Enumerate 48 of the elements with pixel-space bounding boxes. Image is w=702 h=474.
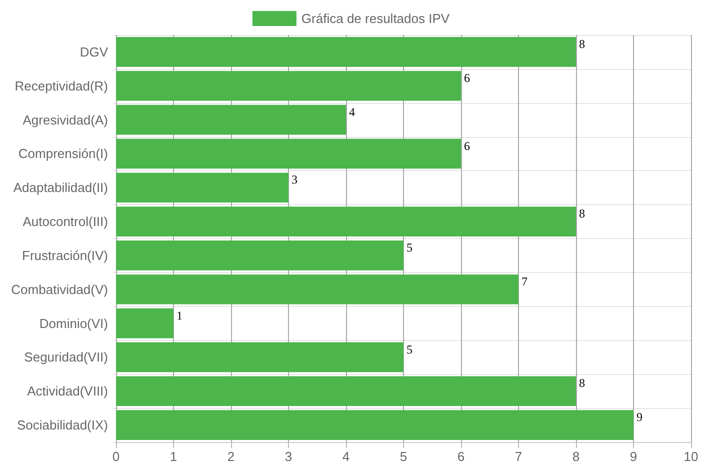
y-tick-label: Seguridad(VII) bbox=[24, 350, 108, 365]
data-label: 6 bbox=[464, 138, 470, 153]
x-tick-label: 5 bbox=[400, 449, 408, 464]
x-tick-label: 8 bbox=[572, 449, 580, 464]
x-tick-label: 1 bbox=[170, 449, 178, 464]
data-label: 3 bbox=[292, 172, 298, 187]
x-tick-label: 10 bbox=[684, 449, 698, 464]
bar bbox=[116, 104, 346, 135]
x-tick-label: 9 bbox=[630, 449, 638, 464]
bar bbox=[116, 138, 461, 169]
data-label: 7 bbox=[522, 274, 528, 288]
bar bbox=[116, 172, 288, 203]
data-label: 8 bbox=[579, 376, 585, 390]
y-tick-label: Agresividad(A) bbox=[22, 112, 108, 128]
y-tick-label: Frustración(IV) bbox=[22, 248, 108, 263]
data-label: 8 bbox=[579, 206, 585, 221]
bar bbox=[116, 410, 634, 440]
bar bbox=[116, 376, 576, 406]
bar bbox=[116, 206, 576, 236]
bar bbox=[116, 342, 404, 372]
x-tick-label: 3 bbox=[284, 449, 292, 464]
bar bbox=[116, 240, 404, 270]
x-tick-label: 2 bbox=[227, 449, 235, 464]
legend-label: Gráfica de resultados IPV bbox=[301, 11, 450, 26]
y-tick-label: Dominio(VI) bbox=[39, 316, 108, 331]
x-tick-label: 6 bbox=[457, 449, 465, 464]
y-tick-label: Actividad(VIII) bbox=[27, 384, 108, 399]
bar bbox=[116, 308, 174, 338]
y-tick-label: Autocontrol(III) bbox=[22, 214, 108, 230]
bar bbox=[116, 274, 518, 304]
x-tick-label: 4 bbox=[342, 449, 350, 464]
bar bbox=[116, 70, 461, 101]
bar bbox=[116, 37, 576, 67]
y-tick-label: Receptividad(R) bbox=[14, 78, 108, 94]
y-tick-label: Adaptabilidad(II) bbox=[13, 180, 108, 196]
data-label: 1 bbox=[176, 308, 182, 322]
data-label: 6 bbox=[464, 70, 470, 85]
data-label: 5 bbox=[406, 342, 412, 356]
y-tick-label: Sociabilidad(IX) bbox=[16, 418, 108, 433]
x-tick-label: 7 bbox=[514, 449, 522, 464]
x-tick-label: 0 bbox=[112, 449, 120, 464]
y-tick-label: Combatividad(V) bbox=[11, 282, 108, 297]
y-tick-label: Comprensión(I) bbox=[18, 146, 108, 162]
data-label: 9 bbox=[636, 410, 642, 424]
y-tick-label: DGV bbox=[80, 44, 108, 60]
data-label: 5 bbox=[406, 240, 412, 255]
data-label: 8 bbox=[579, 37, 585, 52]
data-label: 4 bbox=[349, 104, 355, 119]
